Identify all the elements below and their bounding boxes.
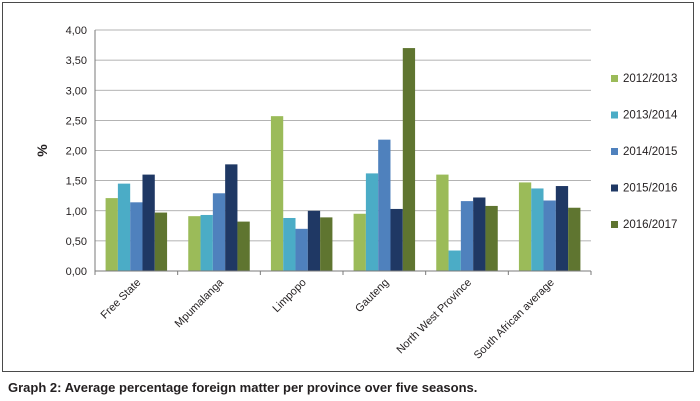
y-tick-label: 1,50 [66, 176, 87, 188]
bar [105, 198, 118, 271]
y-tick-label: 2,00 [66, 146, 87, 158]
legend-swatch [611, 111, 618, 119]
bar [225, 164, 238, 271]
bar [473, 197, 486, 271]
bar [142, 174, 155, 271]
bar [448, 250, 461, 271]
bar [320, 217, 333, 271]
legend: 2012/2013 2013/2014 2014/2015 2015/2016 2016… [611, 73, 678, 231]
bar [568, 207, 581, 271]
x-tick-label: Gauteng [353, 277, 391, 315]
x-tick-label: Mpumalanga [173, 276, 227, 330]
bar [295, 228, 308, 271]
legend-label: 2014/2015 [623, 146, 677, 158]
legend-label: 2015/2016 [623, 183, 677, 195]
y-axis-title: % [34, 144, 50, 157]
y-tick-label: 1,00 [66, 206, 87, 218]
bar [212, 193, 226, 271]
bar [188, 216, 201, 271]
bar [390, 208, 403, 271]
legend-swatch [611, 148, 618, 155]
legend-swatch [611, 184, 618, 192]
y-tick-label: 2,50 [66, 115, 87, 127]
bar [200, 214, 213, 271]
x-tick-label: North West Province [394, 277, 474, 357]
bar [460, 201, 474, 271]
bar [237, 221, 250, 271]
bar [130, 202, 143, 271]
bar [154, 212, 168, 271]
bar [436, 174, 449, 271]
bar [531, 188, 544, 271]
figure-caption: Graph 2: Average percentage foreign matt… [8, 380, 478, 395]
bar [378, 139, 391, 271]
legend-swatch [611, 75, 618, 82]
y-tick-label: 0,00 [66, 266, 87, 278]
bar [270, 116, 284, 271]
bar [283, 217, 296, 271]
bar [555, 186, 569, 271]
bar [402, 48, 416, 272]
x-tick-label: Free State [99, 277, 144, 322]
y-tick-label: 0,50 [66, 236, 87, 248]
legend-label: 2012/2013 [623, 73, 677, 85]
bar [117, 183, 131, 271]
bar [307, 210, 321, 271]
y-tick-label: 3,50 [66, 55, 87, 67]
bar [543, 200, 556, 271]
legend-label: 2016/2017 [623, 219, 677, 231]
gridlines [95, 29, 591, 272]
y-tick-label: 3,00 [66, 85, 87, 97]
bars [105, 48, 581, 272]
x-tick-label: South African average [472, 277, 557, 362]
bar [485, 205, 498, 271]
bar [353, 213, 366, 271]
bar-chart: 0,00 0,50 1,00 1,50 2,00 2,50 3,00 3,50 4,00% Fre… [34, 25, 678, 362]
bar [518, 182, 532, 271]
legend-swatch [611, 221, 618, 228]
y-tick-label: 4,00 [66, 25, 87, 37]
axes: 0,00 0,50 1,00 1,50 2,00 2,50 3,00 3,50 4,00% Fre… [34, 25, 592, 362]
chart-frame: 0,00 0,50 1,00 1,50 2,00 2,50 3,00 3,50 4,00% Fre… [2, 2, 694, 372]
legend-label: 2013/2014 [623, 110, 678, 122]
x-tick-label: Limpopo [270, 277, 308, 315]
bar [365, 173, 379, 271]
